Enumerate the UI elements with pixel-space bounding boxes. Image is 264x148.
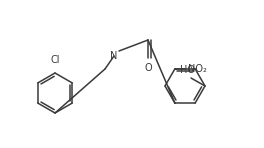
- Text: O: O: [144, 63, 152, 73]
- Text: HO: HO: [181, 65, 196, 75]
- Text: Cl: Cl: [50, 55, 60, 65]
- Text: NO₂: NO₂: [188, 64, 207, 74]
- Text: N: N: [110, 51, 118, 61]
